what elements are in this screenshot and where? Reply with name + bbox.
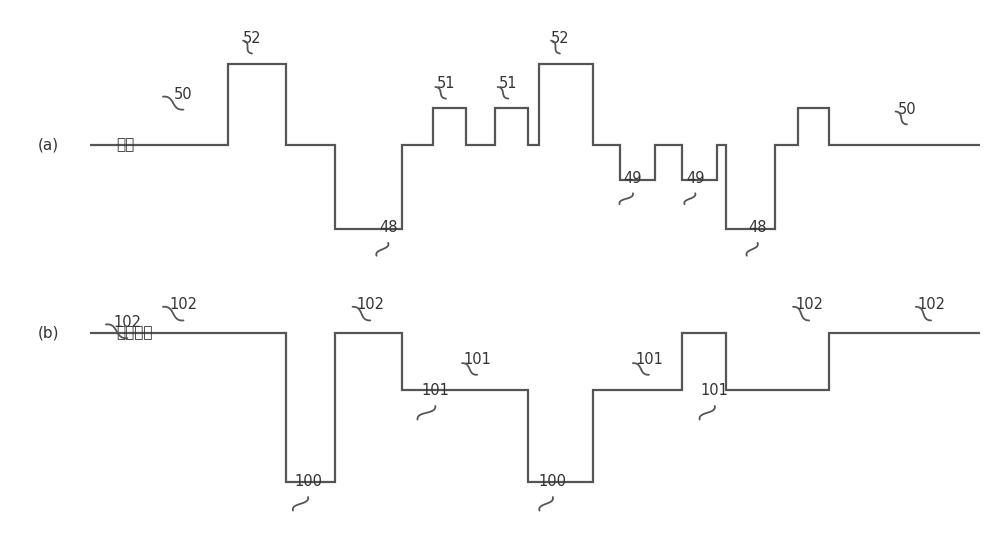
Text: 51: 51: [499, 76, 518, 91]
Text: 49: 49: [686, 170, 704, 185]
Text: 102: 102: [169, 297, 197, 312]
Text: 48: 48: [379, 220, 397, 235]
Text: (a): (a): [38, 137, 59, 153]
Text: 52: 52: [551, 31, 569, 46]
Text: 50: 50: [174, 87, 193, 102]
Text: 101: 101: [463, 351, 491, 367]
Text: 48: 48: [748, 220, 767, 235]
Text: 101: 101: [421, 383, 449, 398]
Text: 101: 101: [701, 383, 729, 398]
Text: 52: 52: [243, 31, 261, 46]
Text: 49: 49: [624, 170, 642, 185]
Text: 102: 102: [795, 297, 823, 312]
Text: 电阱状态: 电阱状态: [117, 325, 153, 340]
Text: 102: 102: [356, 297, 384, 312]
Text: 102: 102: [113, 315, 141, 330]
Text: 51: 51: [437, 76, 455, 91]
Text: 100: 100: [294, 474, 322, 489]
Text: 50: 50: [898, 102, 916, 116]
Text: (b): (b): [37, 325, 59, 340]
Text: 脉冲: 脉冲: [117, 137, 135, 153]
Text: 100: 100: [539, 474, 567, 489]
Text: 102: 102: [917, 297, 945, 312]
Text: 101: 101: [635, 351, 663, 367]
